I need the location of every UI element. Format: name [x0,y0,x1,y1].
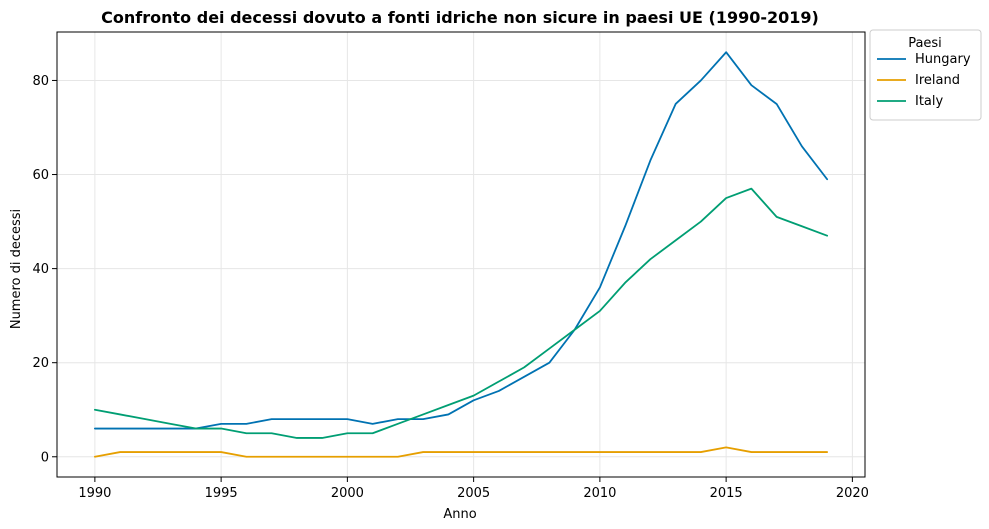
legend-title: Paesi [908,36,942,51]
x-tick-label: 2010 [583,486,616,501]
x-tick-label: 2020 [836,486,869,501]
series-line-hungary [93,51,829,430]
y-tick-label: 0 [41,450,49,465]
y-tick-label: 60 [32,168,49,183]
chart-title: Confronto dei decessi dovuto a fonti idr… [101,8,819,27]
x-tick-label: 2015 [710,486,743,501]
y-tick-label: 40 [32,262,49,277]
series-line-italy [93,187,829,439]
y-tick-label: 20 [32,356,49,371]
legend: Paesi Hungary Ireland Italy [869,29,982,121]
x-tick-label: 2000 [331,486,364,501]
legend-box [869,29,982,121]
grid [57,32,865,477]
y-tick-label: 80 [32,74,49,89]
x-tick-label: 1990 [78,486,111,501]
legend-label: Italy [915,94,944,109]
legend-label: Hungary [915,52,971,67]
x-tick-label: 2005 [457,486,490,501]
axes: 1990 1995 2000 2005 2010 2015 2020 0 20 40 60 80 [32,31,869,501]
series-line-ireland [93,446,829,458]
series-lines [93,51,829,458]
legend-label: Ireland [915,73,960,88]
x-axis-label: Anno [443,507,476,522]
x-tick-label: 1995 [205,486,238,501]
plot-frame [56,31,866,478]
y-axis-label: Numero di decessi [9,209,24,329]
